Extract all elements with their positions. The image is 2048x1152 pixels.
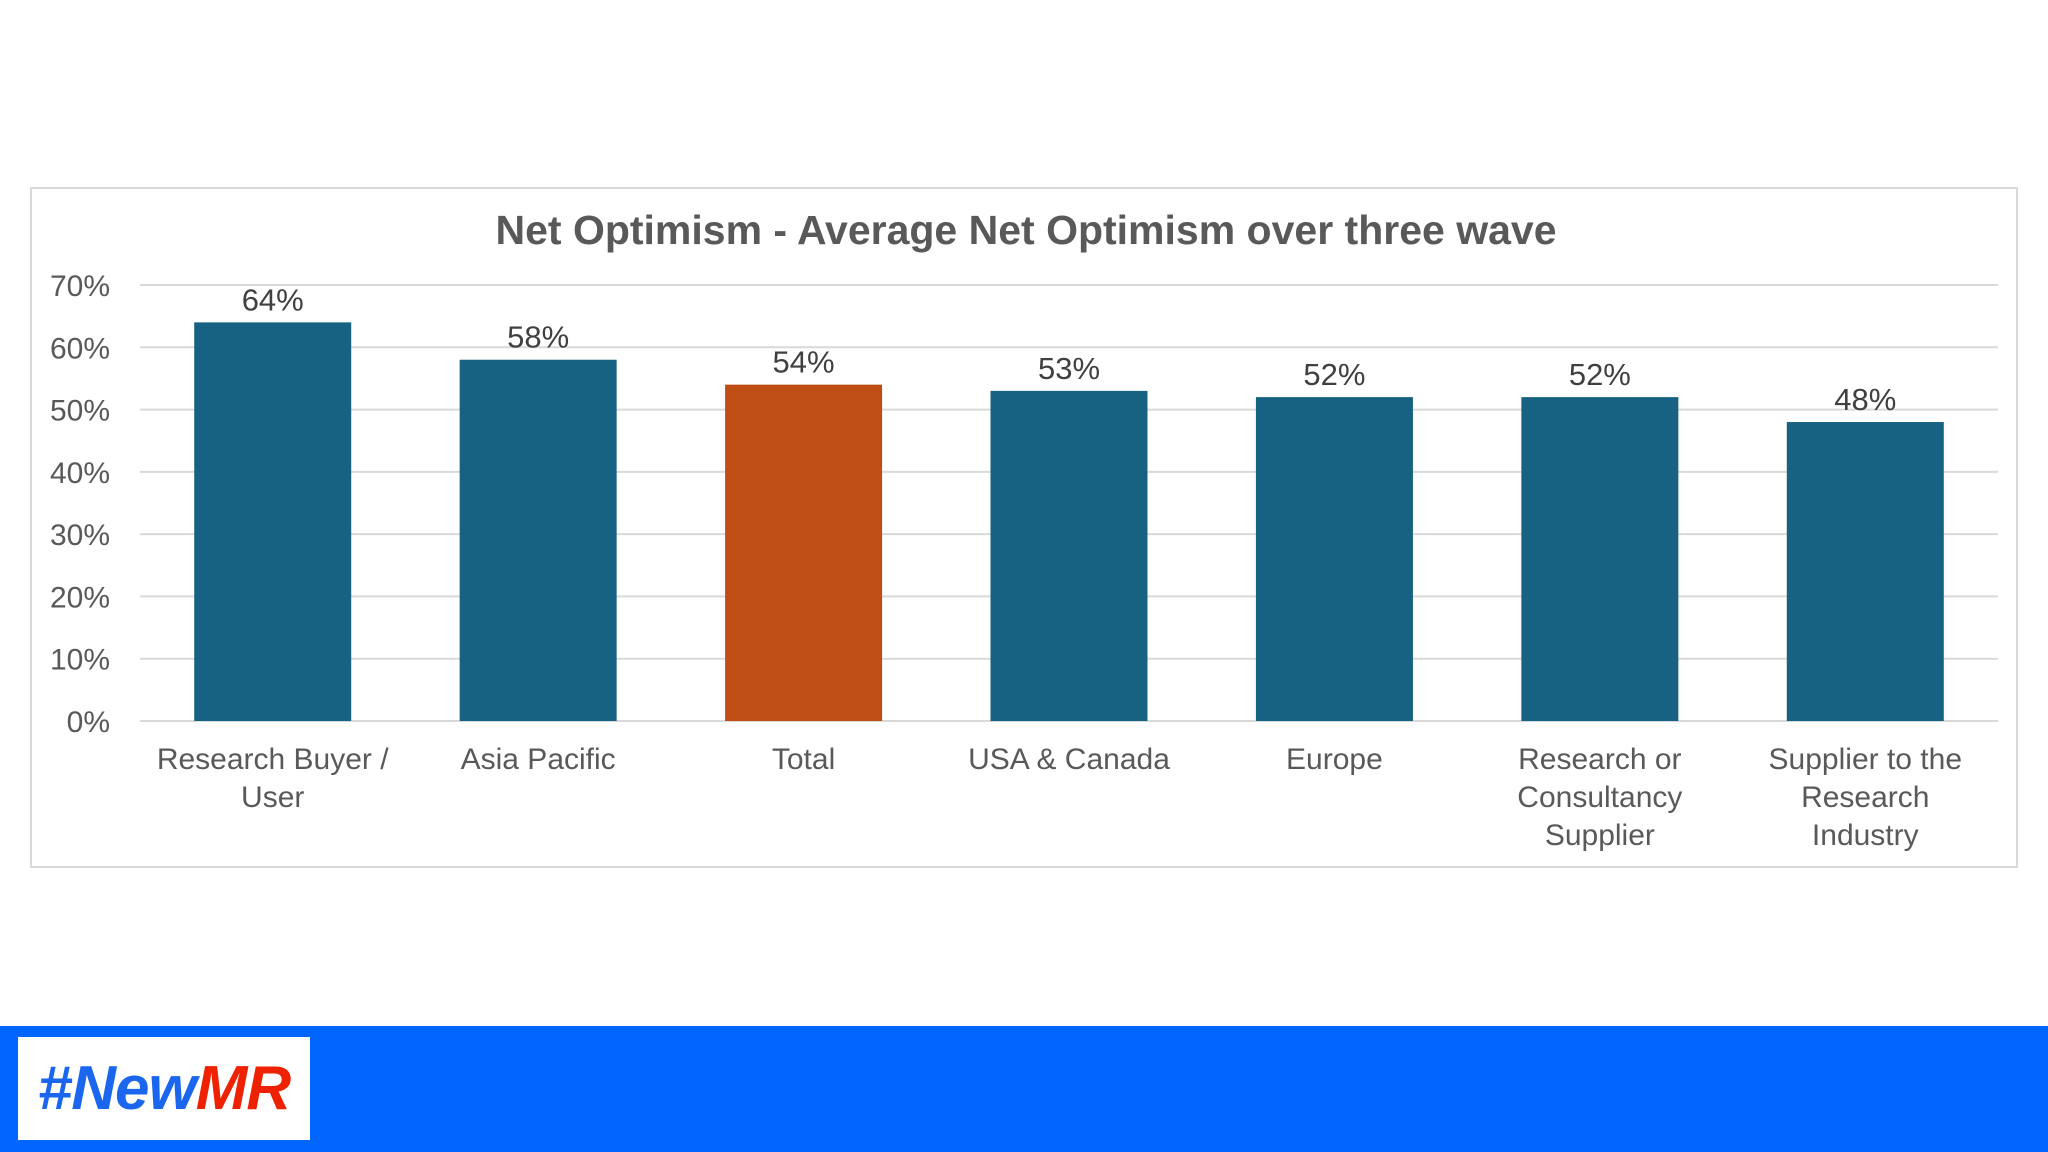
x-tick-label: Supplier (1545, 819, 1655, 852)
data-label: 54% (773, 345, 835, 380)
x-tick-label: Research or (1518, 743, 1681, 776)
y-tick-label: 70% (50, 270, 110, 303)
y-tick-label: 50% (50, 395, 110, 428)
newmr-logo: #New MR (18, 1037, 310, 1140)
x-tick-label: Total (772, 743, 835, 776)
bar (1786, 422, 1944, 721)
data-label: 53% (1038, 351, 1100, 386)
footer-bar: #New MR (0, 1026, 2048, 1152)
y-tick-label: 0% (67, 706, 110, 739)
bar (990, 390, 1148, 721)
data-label: 52% (1303, 357, 1365, 392)
x-tick-label: User (241, 781, 304, 814)
data-label: 58% (507, 320, 569, 355)
x-tick-label: USA & Canada (968, 743, 1170, 776)
data-label: 52% (1569, 357, 1631, 392)
y-tick-label: 20% (50, 581, 110, 614)
bar (459, 359, 617, 721)
logo-text-mr: MR (195, 1054, 291, 1123)
y-tick-label: 40% (50, 457, 110, 490)
x-tick-label: Research Buyer / (157, 743, 389, 776)
x-tick-label: Supplier to the (1769, 743, 1962, 776)
bar-chart: Net Optimism - Average Net Optimism over… (50, 207, 1998, 852)
x-tick-label: Consultancy (1517, 781, 1682, 814)
x-tick-label: Industry (1812, 819, 1919, 852)
bar (725, 384, 883, 721)
x-tick-label: Asia Pacific (461, 743, 616, 776)
chart-container: Net Optimism - Average Net Optimism over… (30, 187, 2018, 868)
x-tick-label: Europe (1286, 743, 1383, 776)
y-tick-label: 30% (50, 519, 110, 552)
bar (1255, 397, 1413, 721)
data-label: 48% (1834, 382, 1896, 417)
bar (194, 322, 352, 721)
chart-title: Net Optimism - Average Net Optimism over… (495, 207, 1556, 253)
y-tick-label: 10% (50, 644, 110, 677)
bar (1521, 397, 1679, 721)
y-tick-label: 60% (50, 332, 110, 365)
x-tick-label: Research (1801, 781, 1929, 814)
logo-text-new: #New (37, 1054, 197, 1123)
data-label: 64% (242, 282, 304, 317)
